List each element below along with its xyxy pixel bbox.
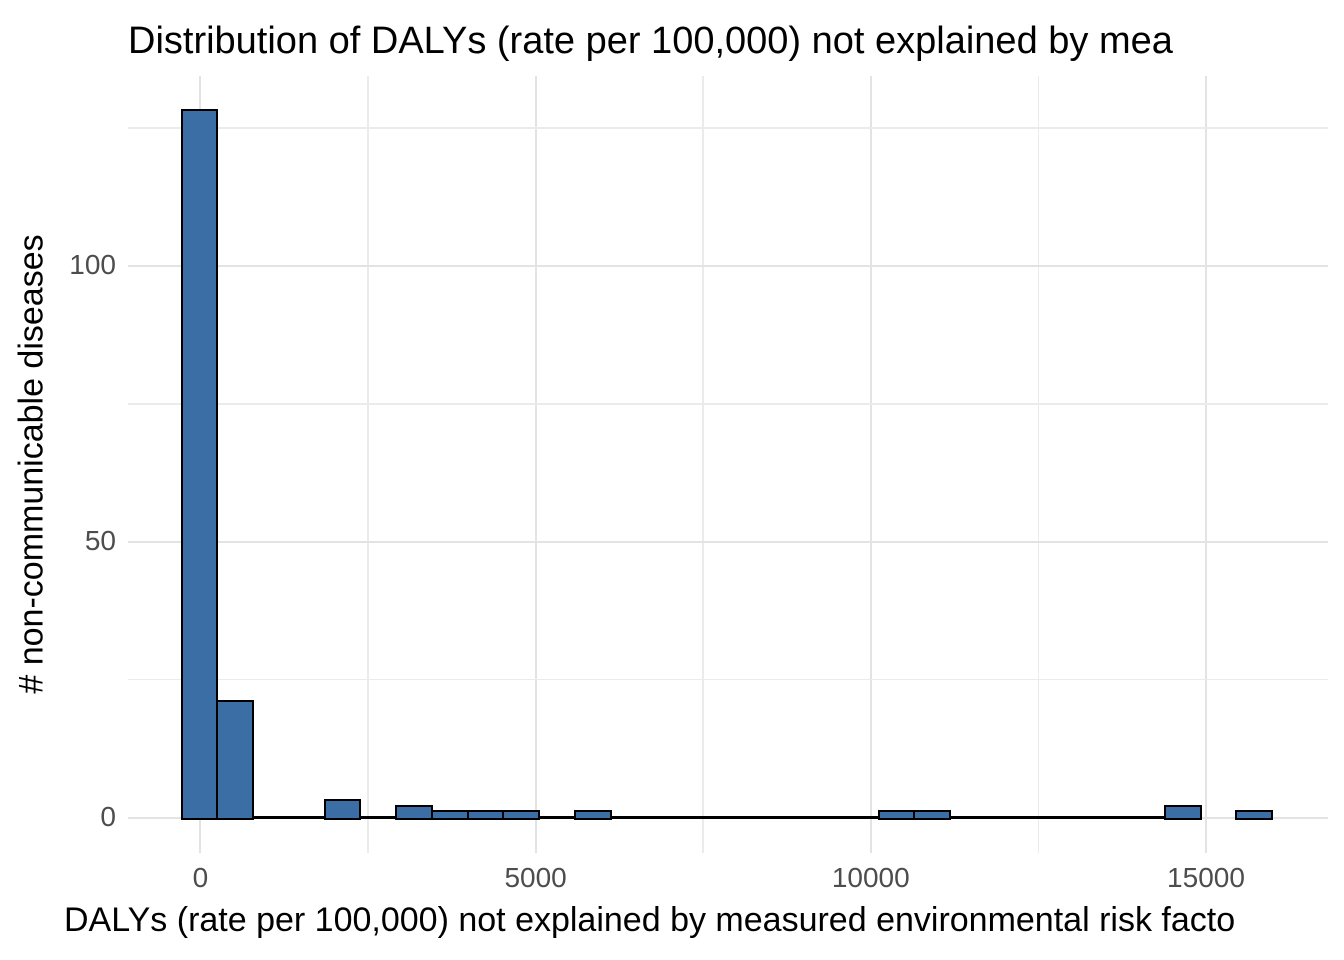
histogram-bar: [180, 109, 219, 820]
x-tick-label: 0: [192, 862, 209, 893]
x-tick-label: 10000: [831, 862, 910, 893]
chart-title: Distribution of DALYs (rate per 100,000)…: [128, 20, 1173, 62]
gridline-x-major: [1204, 76, 1207, 853]
gridline-y-minor: [128, 127, 1328, 129]
gridline-y-major: [128, 540, 1328, 543]
histogram-bar: [323, 799, 362, 820]
y-tick-label: 50: [84, 524, 116, 556]
y-axis-title: # non-communicable diseases: [12, 234, 51, 694]
gridline-y-major: [128, 264, 1328, 267]
gridline-x-major: [869, 76, 872, 853]
x-tick-label: 15000: [1167, 862, 1245, 893]
gridline-x-minor: [702, 76, 704, 853]
x-axis-title: DALYs (rate per 100,000) not explained b…: [64, 901, 1236, 939]
y-tick-label: 100: [69, 248, 116, 280]
histogram-bar: [1235, 810, 1274, 820]
gridline-y-minor: [128, 678, 1328, 681]
zero-count-bins-baseline: [182, 816, 1202, 819]
histogram-bar: [395, 804, 433, 820]
histogram-bar: [877, 810, 916, 820]
histogram-bar: [216, 699, 255, 820]
gridline-x-minor: [367, 76, 369, 853]
gridline-x-minor: [1037, 76, 1040, 853]
histogram-bar: [502, 810, 541, 820]
histogram-bar: [913, 810, 952, 820]
gridline-y-minor: [128, 403, 1328, 405]
y-tick-label: 0: [100, 800, 116, 832]
histogram-bar: [573, 810, 612, 820]
plot-panel: [128, 76, 1328, 853]
histogram-bar: [466, 810, 505, 820]
histogram-bar: [430, 810, 469, 820]
gridline-x-major: [534, 76, 537, 853]
x-tick-label: 5000: [504, 862, 567, 893]
histogram-bar: [1163, 804, 1202, 820]
